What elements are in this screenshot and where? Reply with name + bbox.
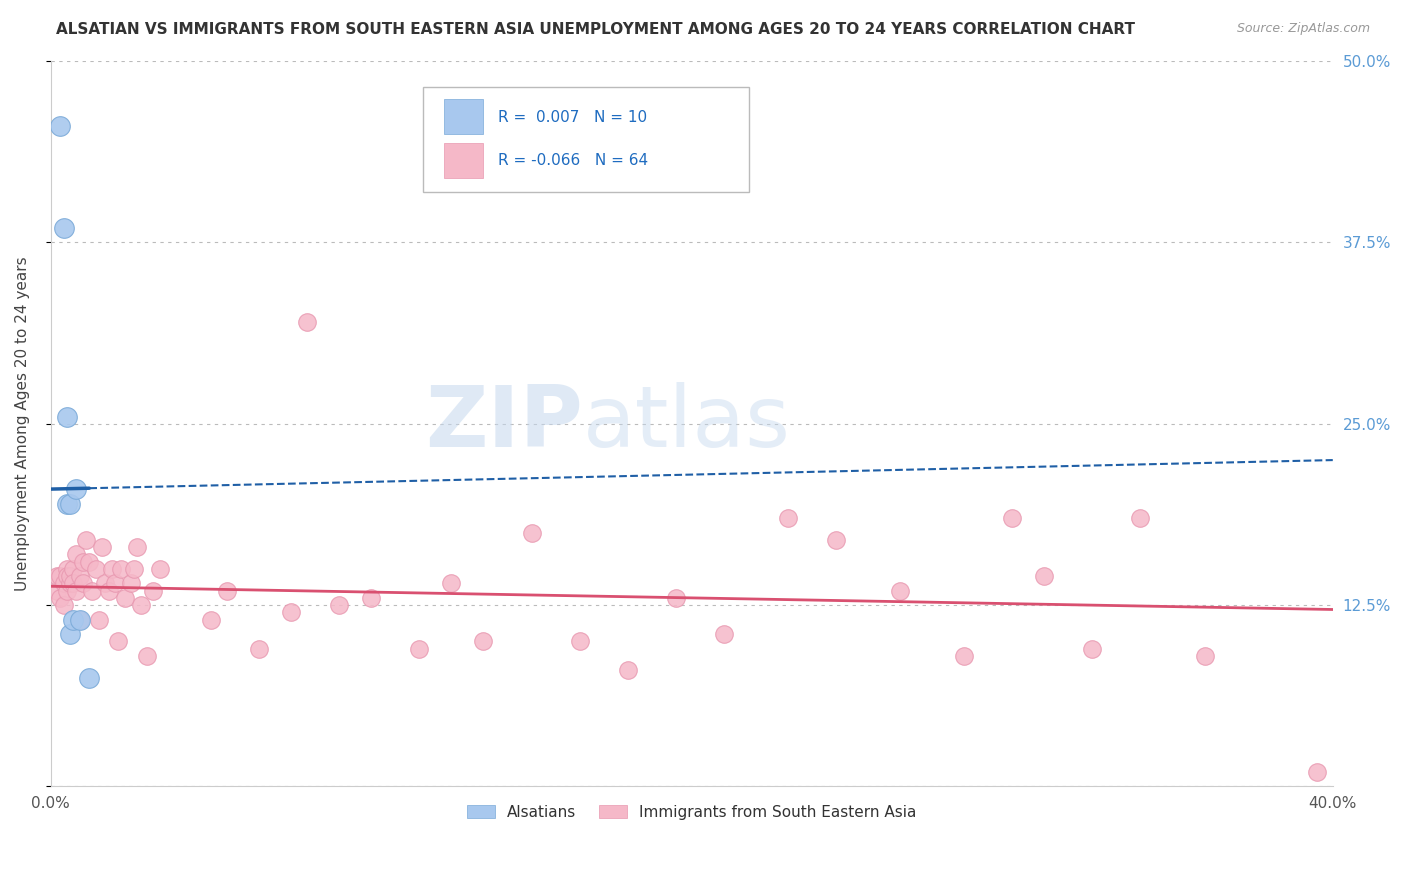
Point <box>665 591 688 605</box>
Point <box>56 569 79 583</box>
FancyBboxPatch shape <box>423 87 749 192</box>
Text: ZIP: ZIP <box>425 383 583 466</box>
Point <box>149 562 172 576</box>
Point <box>59 627 82 641</box>
Point <box>825 533 848 547</box>
Point <box>79 555 101 569</box>
Point <box>59 569 82 583</box>
Point <box>280 606 302 620</box>
Point <box>122 562 145 576</box>
Point <box>129 598 152 612</box>
Point <box>91 540 114 554</box>
Point <box>247 641 270 656</box>
Point <box>1033 569 1056 583</box>
Point <box>1306 764 1329 779</box>
Point <box>52 598 75 612</box>
Point <box>62 613 84 627</box>
Point <box>65 482 87 496</box>
Point <box>568 634 591 648</box>
Point <box>142 583 165 598</box>
Point <box>97 583 120 598</box>
Text: Source: ZipAtlas.com: Source: ZipAtlas.com <box>1237 22 1371 36</box>
Point <box>59 576 82 591</box>
Point <box>328 598 350 612</box>
Point <box>136 648 159 663</box>
Point <box>217 583 239 598</box>
Point <box>69 613 91 627</box>
Point <box>49 120 72 134</box>
Point <box>49 591 72 605</box>
Point <box>62 562 84 576</box>
Point <box>56 409 79 424</box>
Point <box>200 613 222 627</box>
Point <box>1081 641 1104 656</box>
Text: ALSATIAN VS IMMIGRANTS FROM SOUTH EASTERN ASIA UNEMPLOYMENT AMONG AGES 20 TO 24 : ALSATIAN VS IMMIGRANTS FROM SOUTH EASTER… <box>56 22 1135 37</box>
Point <box>94 576 117 591</box>
Point <box>776 511 799 525</box>
Point <box>79 671 101 685</box>
Point <box>107 634 129 648</box>
Point <box>69 613 91 627</box>
Point <box>440 576 463 591</box>
Point <box>472 634 495 648</box>
Point <box>889 583 911 598</box>
Point <box>56 562 79 576</box>
Point <box>72 576 94 591</box>
Point <box>82 583 104 598</box>
Point <box>953 648 976 663</box>
Point <box>408 641 430 656</box>
Point <box>360 591 382 605</box>
Point <box>127 540 149 554</box>
Point <box>110 562 132 576</box>
Point <box>114 591 136 605</box>
Point <box>616 664 638 678</box>
Point <box>1001 511 1024 525</box>
Point <box>62 576 84 591</box>
FancyBboxPatch shape <box>444 144 482 178</box>
Point <box>84 562 107 576</box>
Point <box>297 315 319 329</box>
Point <box>72 555 94 569</box>
Point <box>65 583 87 598</box>
FancyBboxPatch shape <box>444 99 482 134</box>
Point <box>713 627 735 641</box>
Point <box>52 576 75 591</box>
Text: atlas: atlas <box>583 383 790 466</box>
Y-axis label: Unemployment Among Ages 20 to 24 years: Unemployment Among Ages 20 to 24 years <box>15 257 30 591</box>
Point <box>65 547 87 561</box>
Point <box>87 613 110 627</box>
Point <box>46 569 69 583</box>
Text: R =  0.007   N = 10: R = 0.007 N = 10 <box>498 110 647 125</box>
Point <box>104 576 127 591</box>
Point <box>69 569 91 583</box>
Point <box>1194 648 1216 663</box>
Point <box>56 583 79 598</box>
Point <box>120 576 142 591</box>
Point <box>52 221 75 235</box>
Point <box>75 533 97 547</box>
Point <box>49 569 72 583</box>
Text: R = -0.066   N = 64: R = -0.066 N = 64 <box>498 153 648 169</box>
Legend: Alsatians, Immigrants from South Eastern Asia: Alsatians, Immigrants from South Eastern… <box>461 798 922 826</box>
Point <box>1129 511 1152 525</box>
Point <box>56 497 79 511</box>
Point <box>46 583 69 598</box>
Point <box>100 562 122 576</box>
Point <box>59 497 82 511</box>
Point <box>520 525 543 540</box>
